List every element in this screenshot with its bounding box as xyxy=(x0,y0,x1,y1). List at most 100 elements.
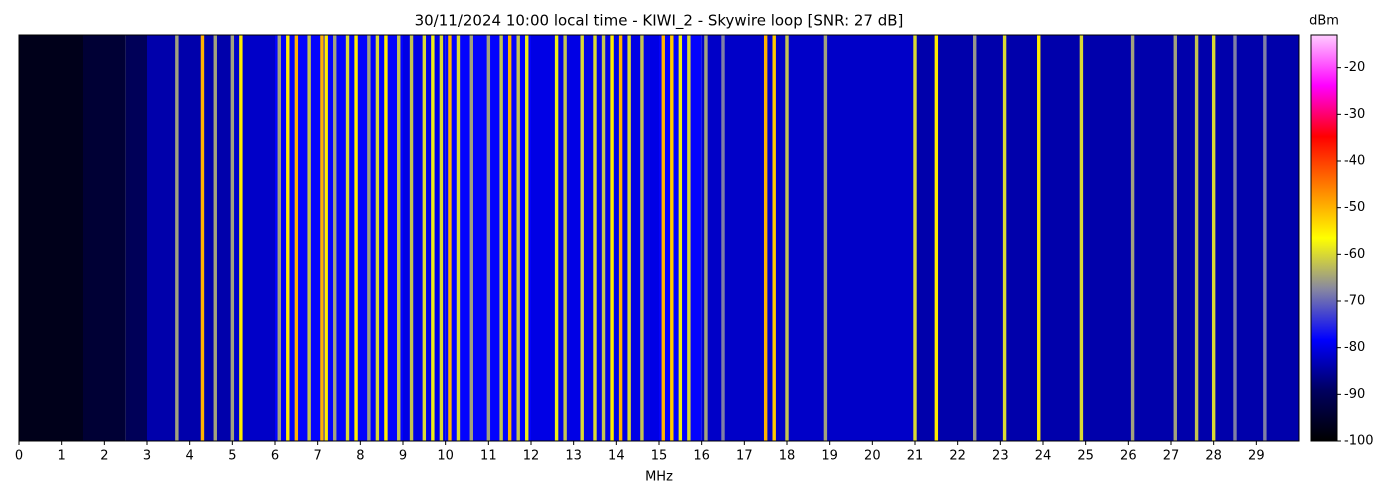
x-tick-label: 2 xyxy=(100,449,108,464)
signal-stripe xyxy=(1002,35,1007,441)
signal-stripe xyxy=(593,35,597,441)
x-tick-label: 5 xyxy=(228,449,236,464)
x-tick-label: 22 xyxy=(949,449,966,464)
x-tick-label: 20 xyxy=(864,449,881,464)
x-tick-label: 8 xyxy=(356,449,364,464)
signal-stripe xyxy=(772,35,776,441)
x-tick-label: 28 xyxy=(1205,449,1222,464)
signal-stripe xyxy=(354,35,358,441)
x-tick-label: 9 xyxy=(399,449,407,464)
signal-stripe xyxy=(239,35,243,441)
signal-stripe xyxy=(670,35,674,441)
x-tick-label: 14 xyxy=(608,449,625,464)
signal-stripe xyxy=(785,35,789,441)
background-band xyxy=(19,35,83,441)
signal-stripe xyxy=(448,35,452,441)
colorbar-label: dBm xyxy=(1309,14,1339,29)
signal-stripe xyxy=(486,35,491,441)
signal-stripe xyxy=(397,35,401,441)
x-tick-label: 12 xyxy=(523,449,540,464)
colorbar-tick-label: -70 xyxy=(1344,294,1365,309)
x-tick-label: 1 xyxy=(58,449,66,464)
signal-stripe xyxy=(525,35,529,441)
x-tick-label: 17 xyxy=(736,449,753,464)
signal-stripe xyxy=(375,35,380,441)
signal-stripe xyxy=(610,35,614,441)
colorbar-tick-label: -30 xyxy=(1344,107,1365,122)
signal-stripe xyxy=(431,35,435,441)
signal-stripe xyxy=(307,35,311,441)
colorbar-tick-label: -50 xyxy=(1344,200,1365,215)
x-tick-label: 10 xyxy=(437,449,454,464)
signal-stripe xyxy=(324,35,328,441)
signal-stripe xyxy=(333,35,337,441)
signal-stripe xyxy=(507,35,512,441)
background-band xyxy=(275,35,403,441)
signal-stripe xyxy=(563,35,567,441)
signal-stripe xyxy=(763,35,768,441)
signal-stripe xyxy=(422,35,427,441)
signal-stripe xyxy=(469,35,473,441)
signal-stripe xyxy=(913,35,917,441)
signal-stripe xyxy=(499,35,503,441)
chart-title: 30/11/2024 10:00 local time - KIWI_2 - S… xyxy=(415,12,904,31)
colorbar-tick-label: -90 xyxy=(1344,387,1365,402)
x-tick-label: 25 xyxy=(1077,449,1094,464)
signal-stripe xyxy=(230,35,235,441)
x-tick-label: 23 xyxy=(992,449,1009,464)
x-tick-label: 13 xyxy=(565,449,582,464)
x-tick-label: 6 xyxy=(271,449,279,464)
x-tick-label: 26 xyxy=(1120,449,1137,464)
colorbar-tick-label: -80 xyxy=(1344,340,1365,355)
signal-stripe xyxy=(973,35,977,441)
signal-stripe xyxy=(687,35,691,441)
signal-stripe xyxy=(934,35,939,441)
signal-stripe xyxy=(704,35,708,441)
x-tick-label: 15 xyxy=(651,449,668,464)
signal-stripe xyxy=(721,35,725,441)
x-tick-label: 27 xyxy=(1163,449,1180,464)
background-band xyxy=(915,35,1043,441)
signal-stripe xyxy=(409,35,414,441)
signal-stripe xyxy=(1233,35,1237,441)
colorbar xyxy=(1310,34,1338,442)
x-tick-label: 3 xyxy=(143,449,151,464)
colorbar-tick-label: -40 xyxy=(1344,154,1365,169)
x-tick-label: 29 xyxy=(1248,449,1265,464)
background-band xyxy=(232,35,275,441)
x-tick-label: 11 xyxy=(480,449,497,464)
signal-stripe xyxy=(367,35,371,441)
x-tick-label: 24 xyxy=(1035,449,1052,464)
x-tick-label: 7 xyxy=(314,449,322,464)
signal-stripe xyxy=(1194,35,1199,441)
signal-stripe xyxy=(601,35,606,441)
x-tick-label: 21 xyxy=(907,449,924,464)
colorbar-tick-label: -100 xyxy=(1344,434,1374,449)
signal-stripe xyxy=(1037,35,1041,441)
background-band xyxy=(1043,35,1299,441)
signal-stripe xyxy=(345,35,350,441)
signal-stripe xyxy=(640,35,644,441)
background-band xyxy=(83,35,126,441)
x-tick-label: 16 xyxy=(693,449,710,464)
x-tick-label: 19 xyxy=(821,449,838,464)
signal-stripe xyxy=(1173,35,1177,441)
signal-stripe xyxy=(1079,35,1084,441)
signal-stripe xyxy=(277,35,281,441)
x-tick-label: 18 xyxy=(779,449,796,464)
signal-stripe xyxy=(286,35,290,441)
signal-stripe xyxy=(1211,35,1216,441)
signal-stripe xyxy=(823,35,828,441)
colorbar-tick-label: -60 xyxy=(1344,247,1365,262)
x-tick-label: 4 xyxy=(186,449,194,464)
signal-stripe xyxy=(627,35,631,441)
signal-stripe xyxy=(580,35,584,441)
background-band xyxy=(147,35,233,441)
signal-stripe xyxy=(661,35,665,441)
background-band xyxy=(787,35,915,441)
background-band xyxy=(125,35,147,441)
signal-stripe xyxy=(439,35,444,441)
signal-stripe xyxy=(320,35,324,441)
signal-stripe xyxy=(294,35,299,441)
